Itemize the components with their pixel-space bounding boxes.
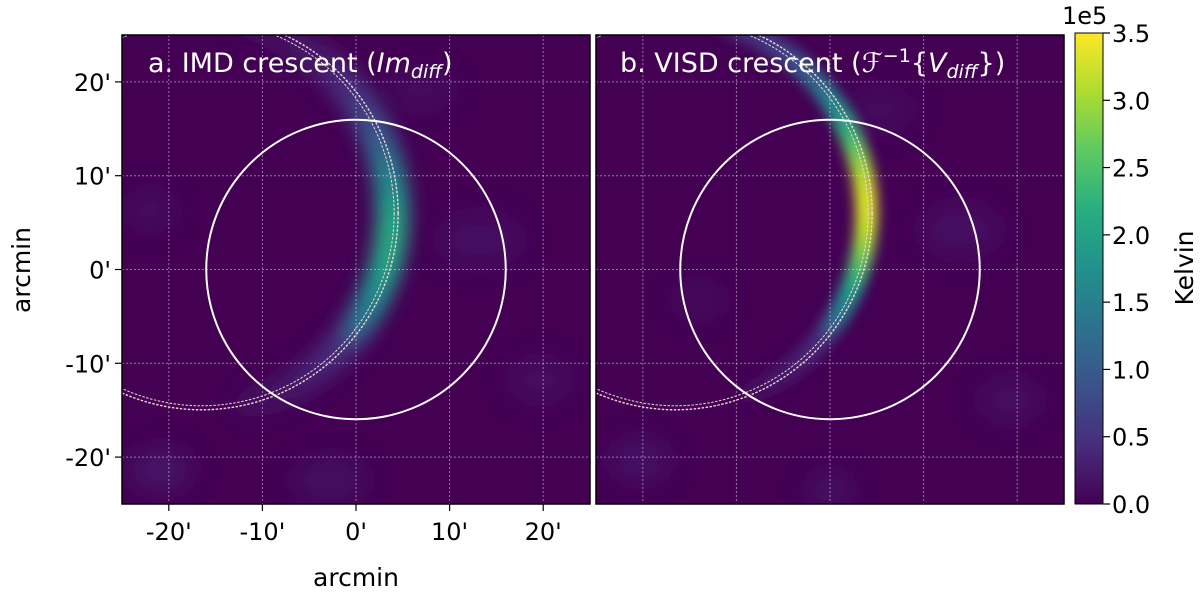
panel-a-dashed-circle [122, 35, 399, 411]
crescent-blob [234, 35, 292, 47]
colorbar: 0.0 0.5 1.0 1.5 2.0 2.5 3.0 3.5 1e5 Kelvin [1062, 2, 1199, 519]
colorbar-tick-label: 2.0 [1112, 222, 1150, 250]
colorbar-tick-label: 3.0 [1112, 87, 1150, 115]
y-tick-label: -10' [65, 350, 111, 378]
y-axis-label: arcmin [7, 227, 36, 313]
x-tick-label: 0' [345, 518, 367, 546]
panel-a-grid [122, 35, 590, 504]
x-axis-ticks: -20' -10' 0' 10' 20' [146, 504, 562, 546]
y-axis-ticks: -20' -10' 0' 10' 20' [65, 69, 122, 472]
x-tick-label: 10' [431, 518, 468, 546]
colorbar-ticks: 0.0 0.5 1.0 1.5 2.0 2.5 3.0 3.5 [1103, 20, 1150, 519]
panel-a-solid-circle [205, 118, 507, 421]
panel-b-heatmap: b. VISD crescent (ℱ−1{Vdiff}) [595, 34, 1065, 505]
colorbar-scale-label: 1e5 [1062, 2, 1107, 30]
colorbar-tick-label: 1.5 [1112, 289, 1150, 317]
panel-a-dashed-circle-inner [122, 35, 395, 407]
y-tick-label: 0' [89, 257, 111, 285]
x-tick-label: -10' [240, 518, 286, 546]
panel-a-title: a. IMD crescent (Imdiff) [148, 48, 453, 83]
colorbar-label: Kelvin [1170, 230, 1199, 305]
panel-b-solid-circle [679, 118, 981, 421]
colorbar-tick-label: 2.5 [1112, 155, 1150, 183]
panel-b-dashed-circle [596, 35, 873, 411]
x-axis-label: arcmin [313, 563, 399, 592]
colorbar-gradient [1074, 32, 1104, 505]
panel-b-title: b. VISD crescent (ℱ−1{Vdiff}) [620, 45, 1005, 83]
y-tick-label: 10' [74, 163, 111, 191]
colorbar-tick-label: 0.5 [1112, 424, 1150, 452]
panel-b-noise [610, 92, 1040, 504]
panel-b-grid [596, 35, 1064, 504]
panel-a-heatmap: a. IMD crescent (Imdiff) [121, 34, 591, 505]
y-tick-label: -20' [65, 444, 111, 472]
x-tick-label: 20' [525, 518, 562, 546]
panel-b-dashed-circle-inner [596, 35, 869, 407]
x-tick-label: -20' [146, 518, 192, 546]
y-tick-label: 20' [74, 69, 111, 97]
panel-b-frame [595, 34, 1065, 505]
colorbar-tick-label: 0.0 [1112, 491, 1150, 519]
colorbar-tick-label: 1.0 [1112, 356, 1150, 384]
colorbar-tick-label: 3.5 [1112, 20, 1150, 48]
